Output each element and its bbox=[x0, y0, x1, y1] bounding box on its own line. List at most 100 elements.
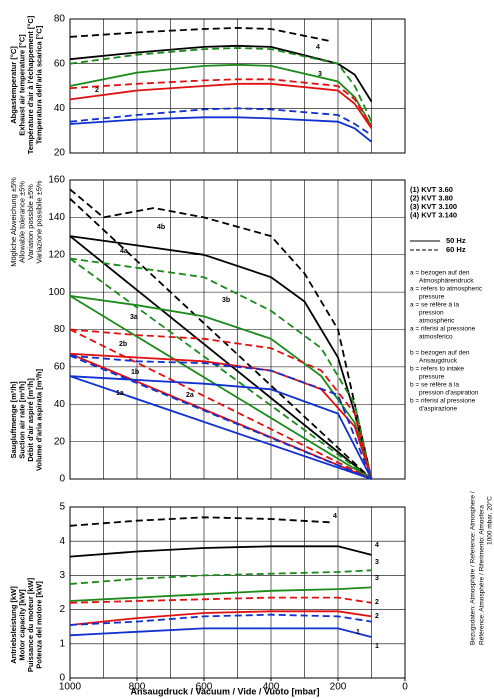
tolerance-note: Allowable tolerance ±5% bbox=[17, 181, 26, 263]
reference-note: Bezugsdaten: Atmosphäre / Reference: Atm… bbox=[470, 491, 477, 645]
data-line bbox=[69, 375, 372, 480]
legend-line-label: 60 Hz bbox=[446, 245, 466, 254]
y-tick-label: 3 bbox=[59, 570, 65, 581]
legend-note: a = riferisi al pressione bbox=[410, 326, 476, 333]
data-line bbox=[69, 613, 372, 626]
data-line bbox=[69, 257, 373, 480]
data-line bbox=[69, 295, 372, 480]
legend-note: a = bezogen auf den bbox=[410, 270, 470, 277]
y-tick-label: 20 bbox=[54, 436, 66, 447]
curve-label: 1a bbox=[116, 390, 124, 397]
curve-label: 2 bbox=[375, 613, 379, 620]
x-tick-label: 400 bbox=[263, 682, 280, 693]
legend-line-label: 50 Hz bbox=[446, 236, 466, 245]
legend-note: pressure bbox=[419, 374, 445, 381]
data-line bbox=[69, 610, 372, 626]
y-tick-label: 4 bbox=[59, 536, 65, 547]
data-line bbox=[69, 569, 372, 585]
x-tick-label: 1000 bbox=[59, 682, 82, 693]
y-axis-title: Saugluftmenge [m³/h] bbox=[9, 381, 18, 459]
y-axis-title: Potenza del motore [kW] bbox=[34, 581, 43, 669]
data-line bbox=[69, 328, 373, 480]
y-tick-label: 40 bbox=[54, 399, 66, 410]
y-axis-title: Motor capacity [kW] bbox=[17, 589, 26, 661]
data-line bbox=[69, 198, 373, 480]
data-line bbox=[69, 596, 372, 604]
y-axis-title: Débit d'air aspiré [m³/h] bbox=[26, 378, 35, 462]
legend-note: atmosphéric bbox=[419, 318, 455, 325]
y-tick-label: 120 bbox=[48, 249, 65, 260]
legend-note: b = riferisi al pressione bbox=[410, 398, 476, 405]
y-tick-label: 80 bbox=[54, 324, 66, 335]
legend-note: atmosferico bbox=[419, 334, 453, 341]
data-line bbox=[69, 78, 373, 127]
x-axis-title: Ansaugdruck / Vacuum / Vide / Vuoto [mba… bbox=[130, 686, 319, 696]
curve-label: 4b bbox=[157, 224, 165, 231]
curve-label: 4 bbox=[333, 513, 337, 520]
curve-label: 3 bbox=[375, 559, 379, 566]
y-axis-title: Puissance du moteur [kW] bbox=[26, 577, 35, 672]
tolerance-note: Mögliche Abweichung ±5% bbox=[9, 177, 18, 267]
curve-label: 1 bbox=[356, 629, 360, 636]
data-line bbox=[69, 328, 372, 480]
data-line bbox=[69, 235, 373, 480]
y-axis-title: Température d'air à l'échappement [°C] bbox=[26, 15, 35, 154]
y-tick-label: 80 bbox=[54, 14, 66, 25]
y-tick-label: 140 bbox=[48, 212, 65, 223]
curve-label: 2 bbox=[375, 599, 379, 606]
data-line bbox=[69, 44, 373, 103]
y-tick-label: 2 bbox=[59, 604, 65, 615]
reference-note: 1000 mbar, 20°C bbox=[486, 496, 494, 545]
y-axis-title: Suction air rate [m³/h] bbox=[17, 381, 26, 459]
curve-label: 4a bbox=[120, 248, 128, 255]
data-line bbox=[69, 82, 373, 129]
legend-item: (1) KVT 3.60 bbox=[410, 185, 453, 194]
y-tick-label: 0 bbox=[59, 673, 65, 684]
x-tick-label: 200 bbox=[330, 682, 347, 693]
y-tick-label: 60 bbox=[54, 58, 66, 69]
curve-label: 3 bbox=[375, 575, 379, 582]
legend-note: b = refers to intake bbox=[410, 366, 464, 373]
data-line bbox=[69, 235, 373, 480]
y-axis-title: Volume d'aria aspirata [m³/h] bbox=[34, 368, 43, 471]
legend-note: Ansaugdruck bbox=[419, 358, 458, 365]
data-line bbox=[69, 586, 372, 602]
data-line bbox=[69, 26, 332, 43]
data-line bbox=[69, 188, 373, 480]
y-tick-label: 40 bbox=[54, 103, 66, 114]
legend-note: Atmosphärendruck bbox=[419, 278, 474, 285]
reference-note: Référence: Atmosphère / Riferimento: Atm… bbox=[479, 505, 486, 645]
data-line bbox=[69, 63, 373, 127]
legend-note: a = refers to atmospheric bbox=[410, 286, 483, 293]
legend-note: a = se réfère à la bbox=[410, 302, 459, 309]
x-tick-label: 600 bbox=[196, 682, 213, 693]
legend-note: d'aspirazione bbox=[419, 406, 457, 413]
legend-item: (4) KVT 3.140 bbox=[410, 210, 457, 219]
data-line bbox=[69, 627, 372, 638]
tolerance-note: Variazione possibile ±5% bbox=[34, 180, 43, 264]
legend-note: b = bezogen auf den bbox=[410, 350, 470, 357]
y-tick-label: 60 bbox=[54, 362, 66, 373]
curve-label: 2 bbox=[95, 87, 99, 94]
data-line bbox=[69, 354, 373, 480]
legend-item: (2) KVT 3.80 bbox=[410, 193, 453, 202]
legend-note: pression d'aspiration bbox=[419, 390, 479, 397]
data-line bbox=[69, 375, 373, 480]
x-tick-label: 0 bbox=[402, 682, 408, 693]
data-line bbox=[69, 295, 373, 480]
data-line bbox=[69, 352, 372, 480]
y-tick-label: 100 bbox=[48, 287, 65, 298]
curve-label: 3 bbox=[318, 71, 322, 78]
legend-note: pressure bbox=[419, 294, 445, 301]
data-line bbox=[69, 545, 372, 558]
plot-frame bbox=[69, 506, 406, 679]
y-tick-label: 1 bbox=[59, 638, 65, 649]
curve-label: 2b bbox=[119, 341, 127, 348]
y-axis-title: Exhaust air temperature [°C] bbox=[17, 34, 26, 136]
curve-label: 3b bbox=[222, 297, 230, 304]
data-line bbox=[69, 116, 373, 143]
y-axis-title: Abgastemperatur [°C] bbox=[9, 46, 18, 124]
data-line bbox=[69, 107, 372, 136]
legend-note: pression bbox=[419, 310, 444, 317]
